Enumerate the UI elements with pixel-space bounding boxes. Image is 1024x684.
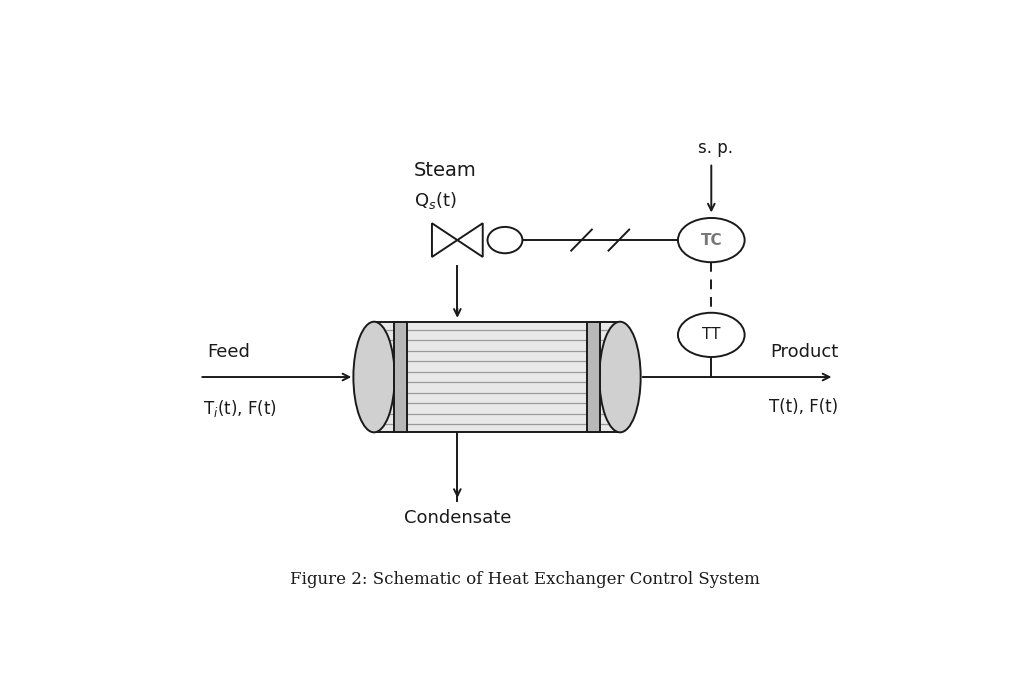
Ellipse shape xyxy=(599,321,641,432)
Text: Product: Product xyxy=(770,343,839,361)
Bar xyxy=(588,321,600,432)
Ellipse shape xyxy=(487,227,522,253)
Text: Feed: Feed xyxy=(207,343,250,361)
Text: TC: TC xyxy=(700,233,722,248)
Text: Q$_s$(t): Q$_s$(t) xyxy=(414,190,457,211)
Circle shape xyxy=(678,313,744,357)
Polygon shape xyxy=(432,223,458,257)
Text: s. p.: s. p. xyxy=(697,140,733,157)
Bar xyxy=(394,321,407,432)
Text: TT: TT xyxy=(702,328,721,343)
Text: Condensate: Condensate xyxy=(403,509,511,527)
Text: Figure 2: Schematic of Heat Exchanger Control System: Figure 2: Schematic of Heat Exchanger Co… xyxy=(290,570,760,588)
Ellipse shape xyxy=(353,321,394,432)
Bar xyxy=(374,321,621,432)
Text: Steam: Steam xyxy=(414,161,476,179)
Text: T(t), F(t): T(t), F(t) xyxy=(769,398,839,416)
Text: T$_i$(t), F(t): T$_i$(t), F(t) xyxy=(204,398,278,419)
Circle shape xyxy=(678,218,744,262)
Polygon shape xyxy=(458,223,482,257)
